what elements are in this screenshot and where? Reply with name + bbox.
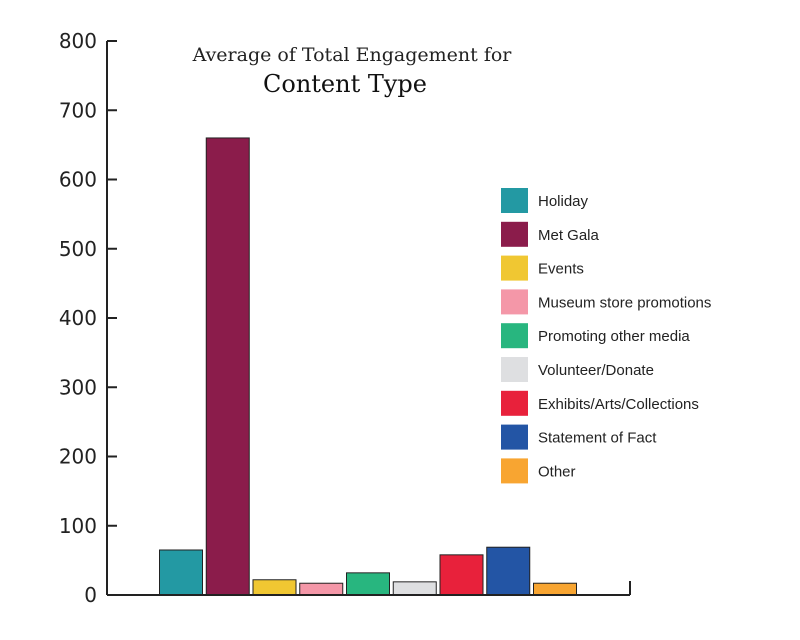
y-tick-label: 500: [59, 237, 97, 261]
bar-promoting-other-media: [346, 572, 390, 596]
bar-statement-of-fact: [486, 546, 531, 596]
legend-swatch-statement-of-fact: [501, 424, 528, 450]
chart-subtitle: Content Type: [263, 70, 427, 98]
bar-holiday: [159, 549, 203, 596]
bar-volunteer-donate: [392, 581, 437, 596]
y-tick-label: 800: [59, 29, 97, 53]
legend-label-statement-of-fact: Statement of Fact: [538, 430, 657, 447]
legend-swatch-events: [501, 255, 528, 281]
y-tick-label: 600: [59, 168, 97, 192]
legend-swatch-other: [501, 458, 528, 484]
x-axis: [107, 581, 631, 596]
legend-swatch-promoting-other-media: [501, 323, 528, 349]
legend-label-promoting-other-media: Promoting other media: [538, 328, 690, 345]
legend-swatch-met-gala: [501, 221, 528, 247]
y-tick-label: 0: [84, 583, 97, 607]
legend-label-volunteer-donate: Volunteer/Donate: [538, 362, 654, 379]
bar-events: [252, 579, 297, 596]
legend-swatch-exhibits-arts-collections: [501, 390, 528, 416]
legend-label-met-gala: Met Gala: [538, 227, 600, 244]
bar-other: [533, 582, 577, 596]
bars: [159, 137, 577, 596]
legend: Holiday Met Gala Events Museum store promot…: [501, 188, 711, 484]
chart-title: Average of Total Engagement for: [192, 44, 513, 66]
y-tick-label: 300: [59, 375, 97, 399]
bar-exhibits-arts-collections: [439, 554, 484, 596]
y-tick-label: 200: [59, 445, 97, 469]
legend-label-holiday: Holiday: [538, 193, 589, 210]
y-tick-label: 700: [59, 98, 97, 122]
legend-label-museum-store-promotions: Museum store promotions: [538, 294, 711, 311]
legend-swatch-museum-store-promotions: [501, 289, 528, 315]
legend-swatch-volunteer-donate: [501, 357, 528, 382]
legend-label-exhibits-arts-collections: Exhibits/Arts/Collections: [538, 396, 699, 413]
y-tick-label: 400: [59, 306, 97, 330]
y-tick-label: 100: [59, 514, 97, 538]
bar-met-gala: [205, 137, 250, 596]
legend-label-events: Events: [538, 261, 584, 278]
legend-swatch-holiday: [501, 188, 528, 213]
y-axis: 0 100 200 300 400 500 600 700 800: [59, 29, 117, 607]
bar-museum-store-promotions: [299, 582, 344, 596]
legend-label-other: Other: [538, 463, 576, 480]
